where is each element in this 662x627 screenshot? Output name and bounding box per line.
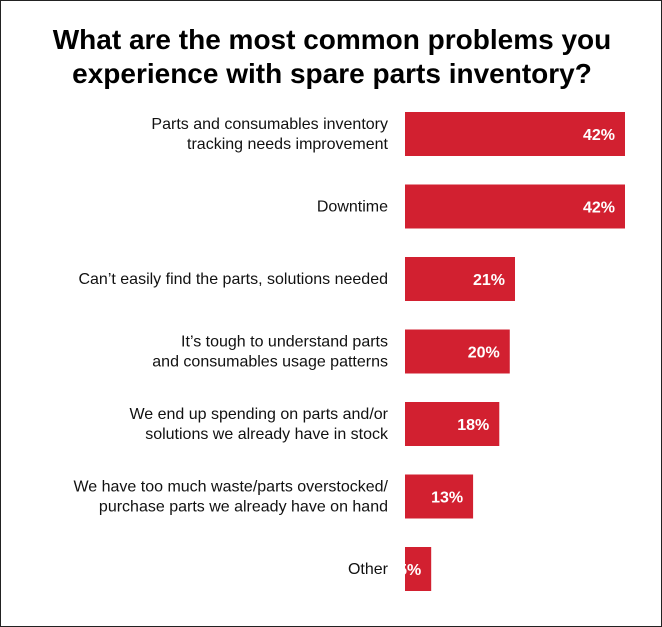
bar-row: 5% Other bbox=[348, 547, 432, 591]
bar-row: 18% We end up spending on parts and/or sol… bbox=[129, 402, 500, 446]
bar-value-label: 13% bbox=[431, 490, 463, 507]
category-label: purchase parts we already have on hand bbox=[99, 499, 388, 516]
bar-value-label: 42% bbox=[583, 200, 615, 217]
bar bbox=[405, 184, 625, 229]
category-label: It’s tough to understand parts bbox=[181, 334, 388, 351]
bar-row: 42% Downtime bbox=[317, 184, 625, 229]
bar-row: 20% It’s tough to understand parts and con… bbox=[152, 329, 510, 374]
bar-row: 21% Can’t easily find the parts, solution… bbox=[78, 257, 515, 301]
bar bbox=[405, 547, 432, 591]
chart-title: What are the most common problems you ex… bbox=[52, 24, 612, 89]
category-label: solutions we already have in stock bbox=[145, 426, 389, 443]
bar bbox=[405, 402, 500, 446]
bar bbox=[405, 112, 625, 156]
bar-value-label: 5% bbox=[398, 562, 421, 579]
category-label: and consumables usage patterns bbox=[152, 354, 388, 371]
bar bbox=[405, 257, 515, 301]
bar-row: 42% Parts and consumables inventory tracki… bbox=[151, 112, 625, 156]
category-label: We have too much waste/parts overstocked… bbox=[73, 479, 388, 496]
category-label: Other bbox=[348, 561, 389, 578]
category-label: Can’t easily find the parts, solutions n… bbox=[78, 271, 388, 288]
bar-value-label: 42% bbox=[583, 127, 615, 144]
bar-value-label: 20% bbox=[468, 345, 500, 362]
category-label: Parts and consumables inventory bbox=[151, 116, 388, 133]
bar-value-label: 21% bbox=[473, 272, 505, 289]
bar bbox=[405, 329, 510, 374]
category-label: tracking needs improvement bbox=[187, 136, 389, 153]
bar-row: 13% We have too much waste/parts overstoc… bbox=[73, 474, 474, 519]
category-label: Downtime bbox=[317, 199, 388, 216]
bar bbox=[405, 474, 474, 519]
bar-value-label: 18% bbox=[457, 417, 489, 434]
category-label: We end up spending on parts and/or bbox=[129, 406, 388, 423]
